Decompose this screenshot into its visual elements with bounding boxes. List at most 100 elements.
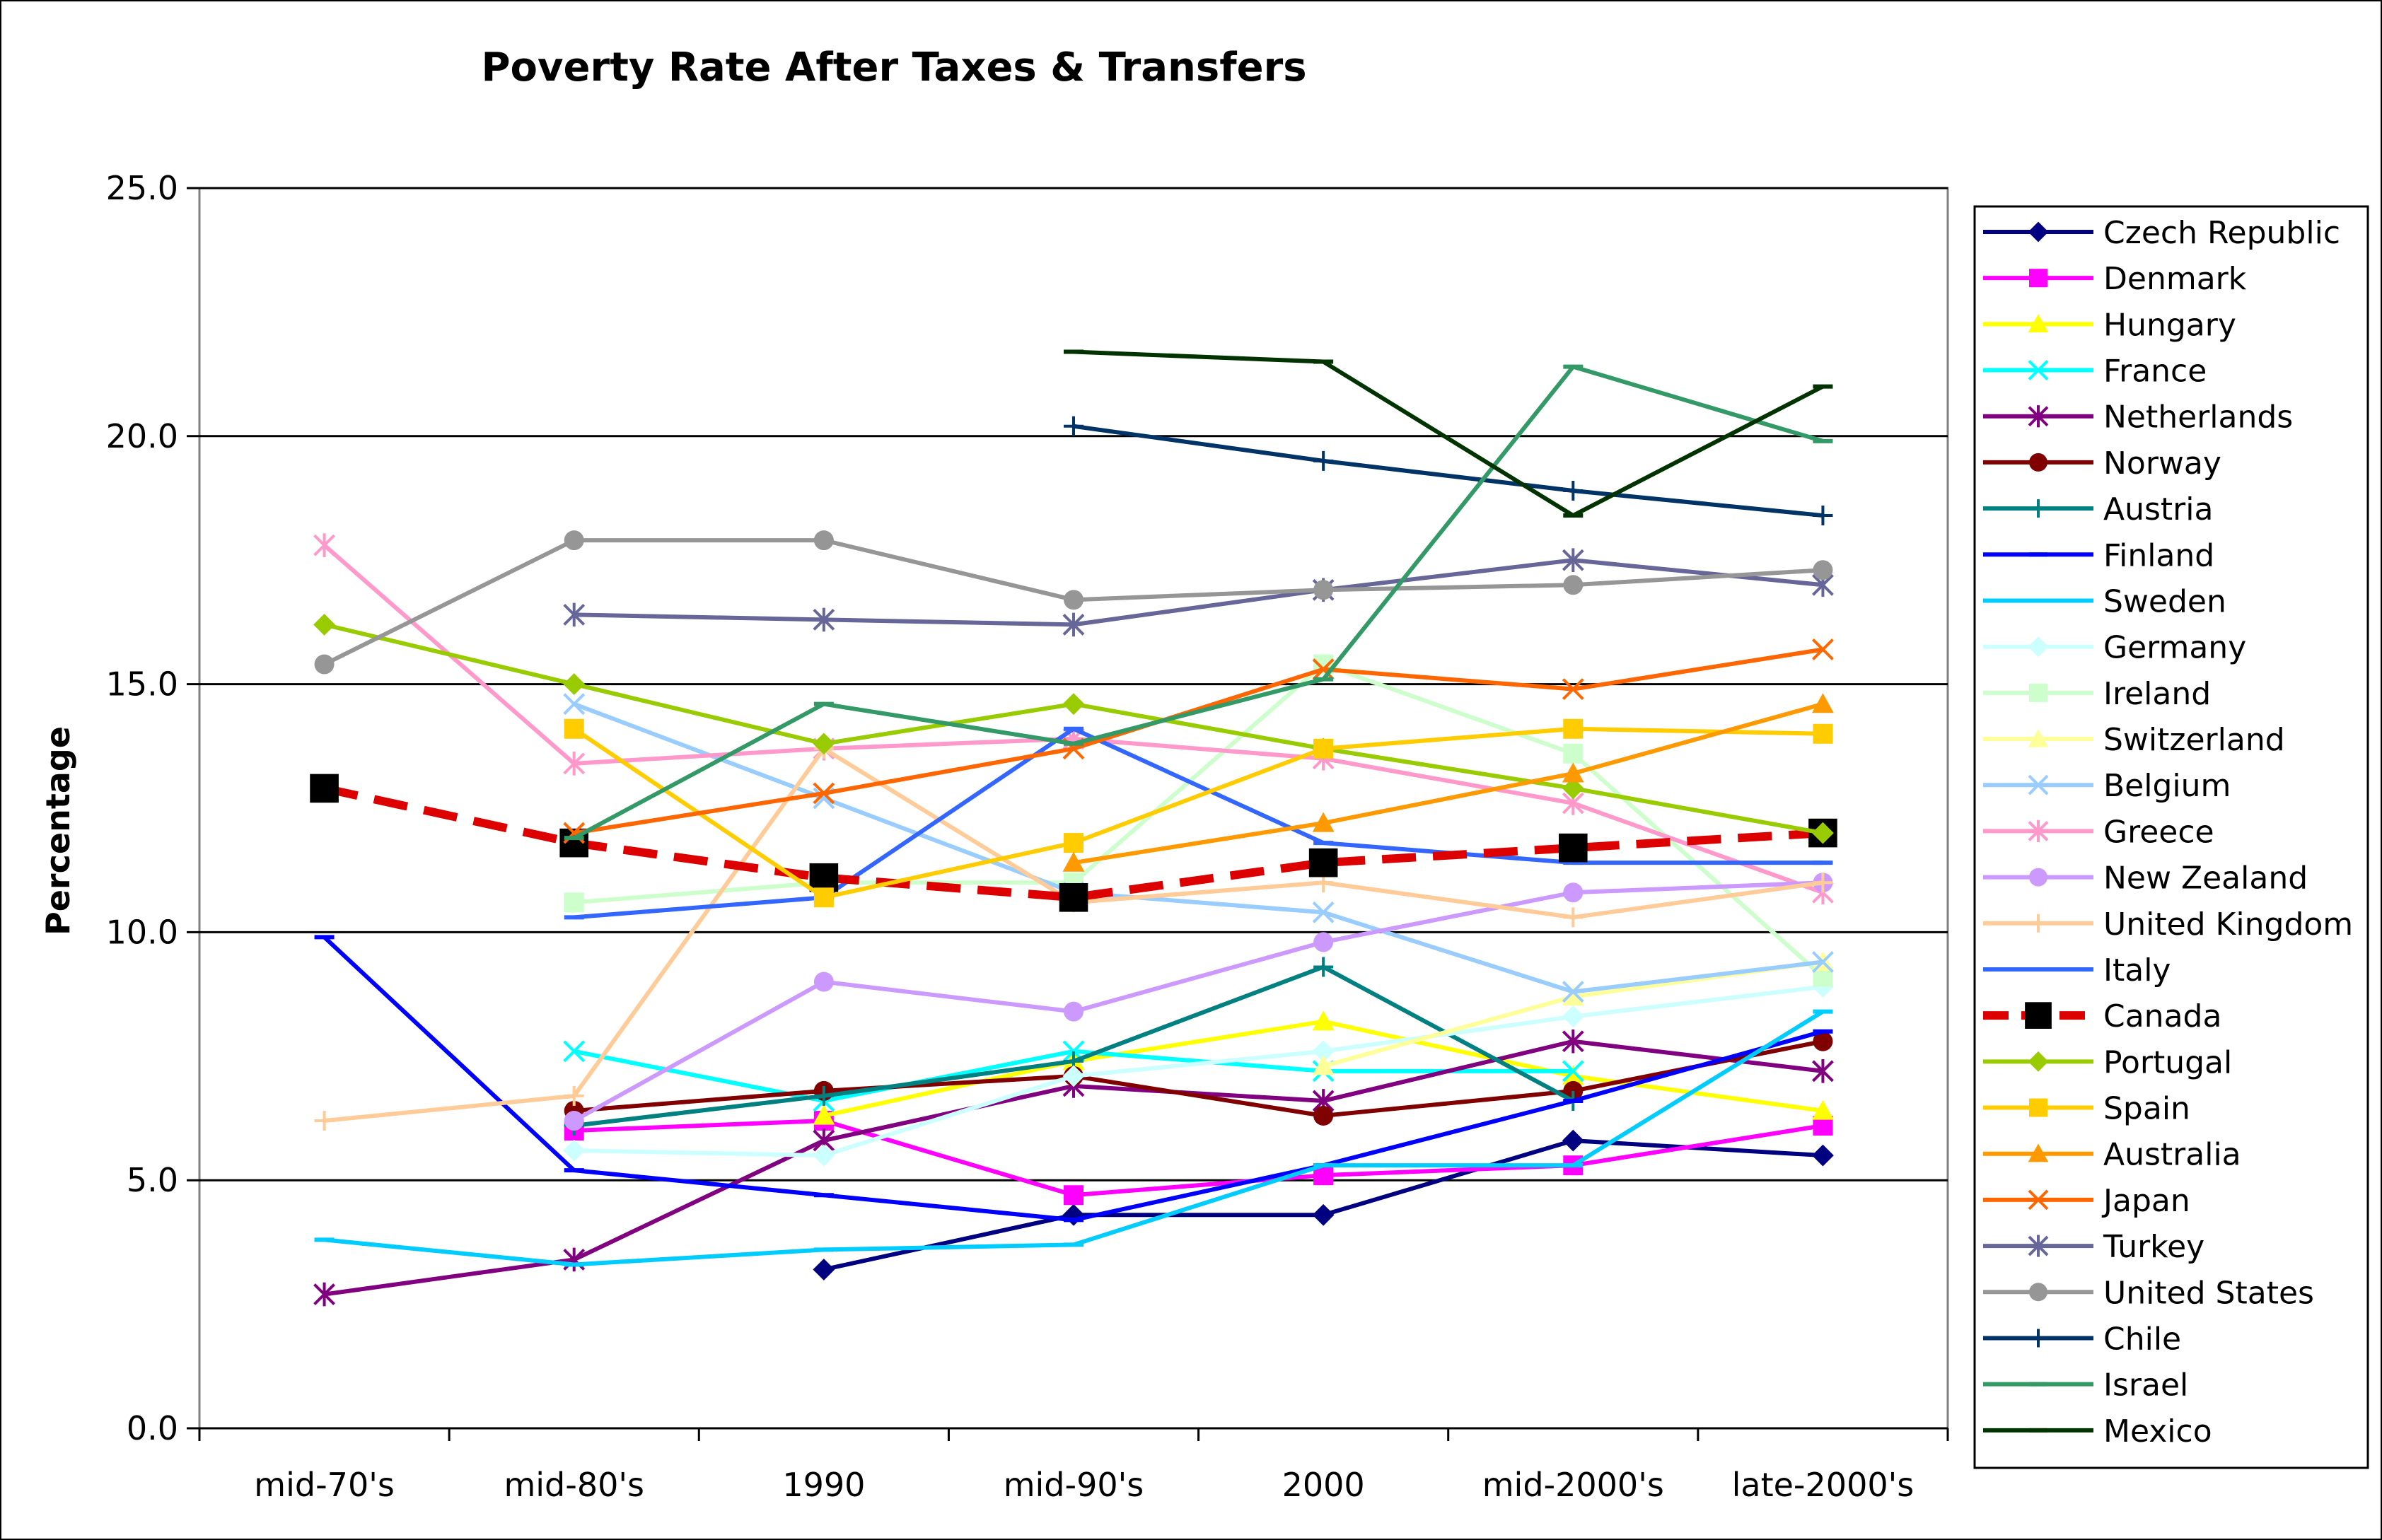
legend-label: Norway bbox=[2103, 445, 2221, 482]
data-point bbox=[1813, 506, 1833, 526]
legend-item: United Kingdom bbox=[1983, 906, 2353, 943]
data-point bbox=[563, 693, 586, 716]
legend-marker bbox=[2028, 1235, 2049, 1257]
data-point bbox=[1064, 1185, 1083, 1206]
legend-label: Belgium bbox=[2103, 768, 2231, 804]
y-tick-label: 25.0 bbox=[106, 169, 178, 207]
legend-item: Mexico bbox=[1983, 1413, 2212, 1449]
legend-item: Germany bbox=[1983, 630, 2246, 666]
series-israel bbox=[564, 364, 1833, 841]
legend-label: Turkey bbox=[2103, 1229, 2204, 1265]
x-tick-label: 2000 bbox=[1282, 1466, 1365, 1504]
data-point bbox=[1563, 907, 1584, 928]
legend-label: Mexico bbox=[2103, 1413, 2212, 1449]
series-line bbox=[574, 726, 1823, 920]
legend-marker bbox=[2028, 314, 2049, 333]
series-italy bbox=[564, 726, 1833, 920]
y-tick-label: 10.0 bbox=[106, 913, 178, 951]
data-point bbox=[1064, 590, 1083, 610]
legend-item: France bbox=[1983, 354, 2207, 390]
data-point bbox=[314, 654, 335, 675]
data-point bbox=[1312, 1203, 1335, 1226]
data-point bbox=[1563, 718, 1584, 739]
data-point bbox=[1562, 1029, 1584, 1054]
legend-label: Sweden bbox=[2103, 583, 2226, 619]
legend-label: Austria bbox=[2103, 491, 2213, 527]
legend-label: Canada bbox=[2103, 998, 2221, 1034]
data-point bbox=[1562, 1129, 1584, 1152]
series-line bbox=[573, 701, 1823, 994]
legend-label: Japan bbox=[2101, 1183, 2190, 1219]
legend: Czech Republic Denmark Hungary France Nether… bbox=[1973, 205, 2369, 1469]
legend-label: Portugal bbox=[2103, 1044, 2232, 1080]
data-point bbox=[809, 863, 839, 892]
data-point bbox=[1062, 693, 1085, 716]
legend-item: United States bbox=[1983, 1275, 2314, 1311]
y-tick-label: 5.0 bbox=[127, 1161, 178, 1199]
legend-item: Canada bbox=[1983, 998, 2221, 1034]
data-point bbox=[813, 1085, 834, 1106]
legend-item: Norway bbox=[1983, 445, 2221, 482]
legend-label: Spain bbox=[2103, 1091, 2190, 1127]
data-point bbox=[1313, 1105, 1334, 1126]
legend-label: France bbox=[2103, 354, 2207, 390]
series-line bbox=[574, 1039, 1824, 1118]
legend-item: Spain bbox=[1983, 1091, 2190, 1127]
legend-marker bbox=[2029, 914, 2047, 933]
series-line bbox=[1073, 424, 1823, 518]
legend-item: New Zealand bbox=[1983, 861, 2308, 897]
series-line bbox=[574, 647, 1823, 836]
data-point bbox=[563, 673, 586, 696]
series-line bbox=[574, 984, 1823, 1158]
series-line bbox=[574, 1119, 1823, 1198]
x-tick-label: mid-80's bbox=[504, 1466, 644, 1504]
series-mexico bbox=[1064, 349, 1833, 518]
series-line bbox=[1073, 349, 1824, 518]
legend-item: Greece bbox=[1983, 814, 2214, 850]
legend-marker bbox=[2029, 683, 2047, 702]
y-tick-label: 0.0 bbox=[127, 1409, 178, 1447]
series-line bbox=[574, 558, 1823, 627]
legend-label: Netherlands bbox=[2103, 399, 2293, 436]
legend-label: New Zealand bbox=[2103, 861, 2308, 897]
series-line bbox=[574, 662, 1825, 979]
legend-marker bbox=[2029, 1098, 2047, 1117]
legend-label: Israel bbox=[2103, 1367, 2188, 1404]
legend-label: Germany bbox=[2103, 630, 2246, 666]
legend-item: Finland bbox=[1983, 537, 2214, 573]
data-point bbox=[1313, 957, 1334, 977]
data-point bbox=[313, 533, 335, 557]
legend-marker bbox=[2028, 360, 2049, 380]
data-point bbox=[1813, 873, 1833, 893]
legend-marker bbox=[2029, 1329, 2047, 1348]
data-point bbox=[1558, 833, 1588, 863]
series-canada bbox=[310, 774, 1837, 912]
data-point bbox=[1562, 678, 1584, 701]
legend-marker bbox=[2025, 1002, 2052, 1029]
legend-label: Denmark bbox=[2103, 261, 2247, 297]
legend-marker bbox=[2028, 405, 2049, 428]
legend-item: Sweden bbox=[1983, 583, 2226, 619]
data-point bbox=[813, 782, 835, 805]
legend-item: Denmark bbox=[1983, 261, 2247, 297]
data-point bbox=[1812, 1144, 1834, 1167]
data-point bbox=[1064, 833, 1083, 853]
data-point bbox=[313, 613, 335, 636]
y-tick-label: 20.0 bbox=[106, 417, 178, 455]
data-point bbox=[813, 733, 835, 755]
legend-marker bbox=[2028, 774, 2049, 795]
legend-label: Chile bbox=[2103, 1321, 2181, 1357]
series-sweden bbox=[314, 1009, 1833, 1267]
data-point bbox=[1562, 548, 1584, 572]
data-point bbox=[563, 1139, 586, 1162]
x-tick-label: mid-90's bbox=[1004, 1466, 1144, 1504]
legend-item: Netherlands bbox=[1983, 399, 2293, 436]
data-point bbox=[1313, 738, 1334, 759]
data-point bbox=[1064, 1001, 1083, 1022]
data-point bbox=[813, 887, 834, 908]
legend-item: Austria bbox=[1983, 491, 2213, 527]
data-point bbox=[564, 892, 584, 913]
data-point bbox=[1312, 901, 1335, 923]
data-point bbox=[1312, 658, 1335, 680]
